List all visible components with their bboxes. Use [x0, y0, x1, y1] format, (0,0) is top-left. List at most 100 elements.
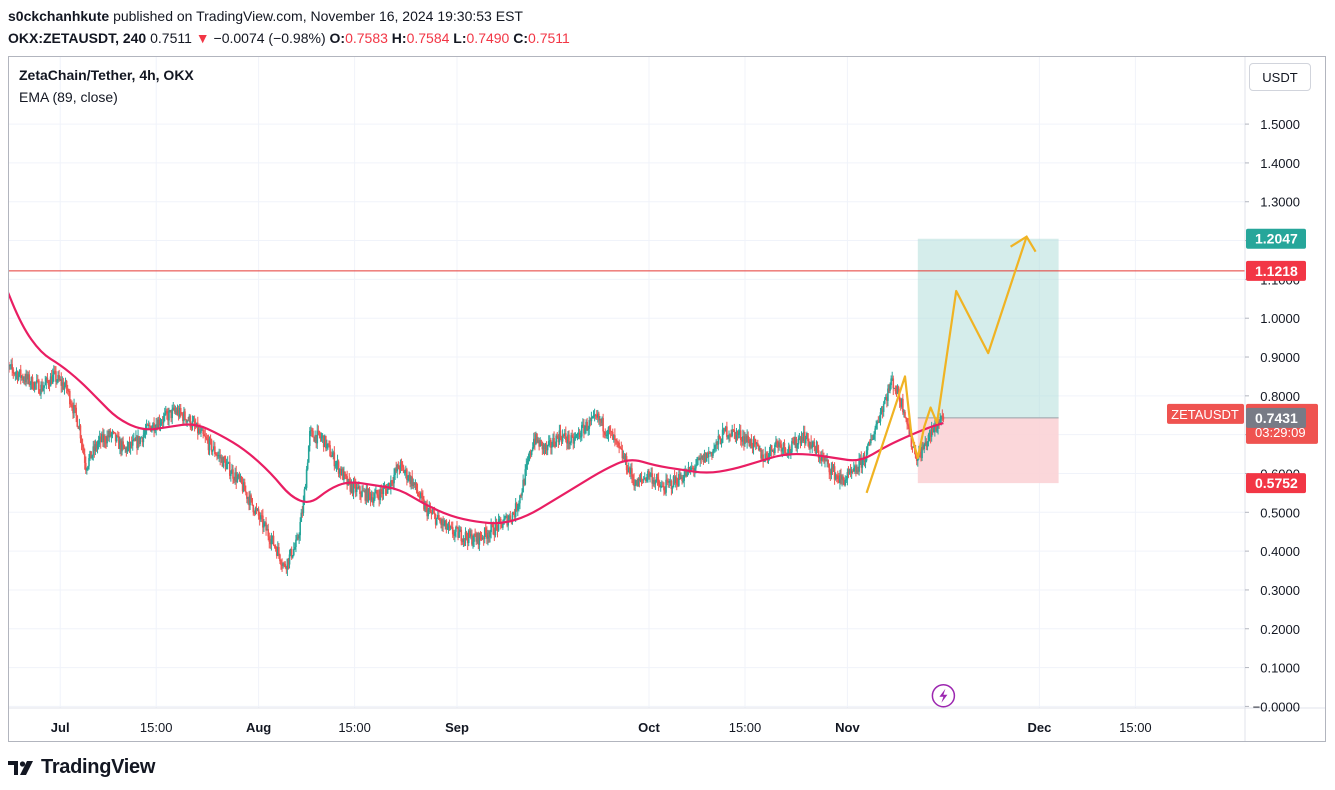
- candle-body: [706, 452, 709, 458]
- stop-zone[interactable]: [917, 417, 1059, 484]
- candle-body: [940, 415, 943, 420]
- candle-body: [156, 424, 159, 430]
- candle-body: [941, 415, 944, 417]
- candle-body: [63, 386, 66, 390]
- candle-body: [443, 524, 445, 526]
- candle-body: [295, 539, 297, 548]
- candle-body: [120, 440, 122, 452]
- price-label-value: 0.7431: [1255, 410, 1298, 426]
- candle-body: [429, 508, 432, 513]
- currency-button[interactable]: USDT: [1249, 63, 1311, 91]
- candle-body: [23, 379, 25, 381]
- candle-body: [415, 482, 418, 491]
- candle-body: [858, 459, 860, 472]
- projection-path[interactable]: [865, 236, 1028, 494]
- open-value: 0.7583: [345, 30, 388, 46]
- candle-body: [652, 480, 655, 484]
- candle-body: [469, 530, 471, 537]
- candle-body: [403, 472, 406, 474]
- candle-body: [633, 479, 635, 487]
- candle-body: [856, 470, 858, 472]
- grid: [9, 57, 1245, 708]
- candle-body: [329, 445, 331, 457]
- candle-body: [438, 515, 440, 520]
- candle-body: [861, 459, 864, 468]
- candle-body: [225, 464, 228, 470]
- candle-body: [543, 444, 546, 449]
- candle-body: [878, 421, 881, 423]
- candle-body: [819, 457, 822, 461]
- candle-body: [166, 410, 168, 414]
- footer-logo[interactable]: TradingView: [8, 756, 155, 779]
- price-label-1.2047[interactable]: 1.2047: [1246, 228, 1306, 249]
- candle-body: [249, 495, 251, 506]
- candle-body: [814, 447, 817, 454]
- candle-body: [128, 442, 131, 449]
- candle-body: [748, 441, 751, 446]
- candle-body: [782, 443, 785, 449]
- candle-body: [828, 464, 831, 473]
- candle-body: [74, 405, 76, 408]
- candle-body: [847, 472, 850, 474]
- lightning-icon[interactable]: [931, 683, 956, 708]
- price-label-1.1218[interactable]: 1.1218: [1246, 260, 1306, 281]
- candle-body: [373, 498, 375, 503]
- candle-body: [777, 441, 779, 447]
- candle-body: [732, 429, 735, 431]
- candle-body: [837, 475, 839, 479]
- candle-body: [417, 493, 420, 497]
- candle-body: [725, 426, 727, 432]
- candle-body: [114, 432, 117, 442]
- ema-line[interactable]: [9, 279, 944, 525]
- chart-frame[interactable]: 1.50001.40001.30001.20001.10001.00000.90…: [8, 56, 1326, 742]
- candle-body: [402, 467, 405, 473]
- candle-body: [390, 480, 392, 489]
- candle-body: [271, 535, 274, 539]
- candle-body: [924, 441, 927, 445]
- candle-body: [670, 480, 673, 489]
- price-label-0.7431[interactable]: 0.7431: [1246, 407, 1306, 428]
- candle-body: [881, 409, 884, 412]
- candle-body: [252, 504, 255, 513]
- price-tick-label: 1.3000: [1260, 195, 1300, 210]
- candle-body: [853, 468, 855, 472]
- time-tick-label: Sep: [445, 720, 469, 735]
- candle-body: [53, 371, 55, 375]
- candle-body: [753, 438, 756, 440]
- candle-body: [92, 446, 95, 456]
- candle-body: [754, 439, 757, 445]
- target-zone[interactable]: [917, 238, 1059, 418]
- candle-body: [727, 436, 729, 438]
- indicator-label[interactable]: EMA (89, close): [19, 89, 118, 105]
- candle-body: [453, 534, 455, 536]
- candle-body: [358, 486, 360, 489]
- price-label-0.5752[interactable]: 0.5752: [1246, 473, 1306, 494]
- time-axis[interactable]: Jul 15:00 Aug 15:00 Sep Oct 15:00 Nov Dec 15:00: [51, 720, 1152, 735]
- candle-body: [226, 462, 229, 465]
- candle-body: [278, 547, 280, 555]
- candle-body: [755, 443, 758, 445]
- candle-body: [809, 442, 811, 448]
- candle-body: [745, 436, 747, 443]
- candle-body: [849, 469, 852, 473]
- price-chart[interactable]: 1.50001.40001.30001.20001.10001.00000.90…: [9, 57, 1326, 742]
- candle-body: [475, 536, 477, 542]
- candle-body: [774, 444, 776, 454]
- candle-body: [291, 555, 294, 558]
- candle-body: [632, 476, 634, 480]
- candle-body: [400, 462, 403, 465]
- author-name[interactable]: s0ckchanhkute: [8, 8, 110, 24]
- candle-body: [482, 537, 485, 540]
- candle-body: [890, 378, 892, 386]
- candle-body: [138, 436, 140, 444]
- candle-body: [22, 376, 24, 381]
- price-label-bg: [1246, 407, 1306, 428]
- candle-body: [217, 455, 219, 457]
- tradingview-logo-icon: [8, 760, 33, 775]
- candle-body: [312, 430, 314, 438]
- candle-body: [462, 538, 465, 543]
- candle-body: [796, 444, 799, 449]
- candle-body: [332, 452, 335, 456]
- candle-body: [874, 428, 876, 435]
- candle-body: [285, 567, 288, 570]
